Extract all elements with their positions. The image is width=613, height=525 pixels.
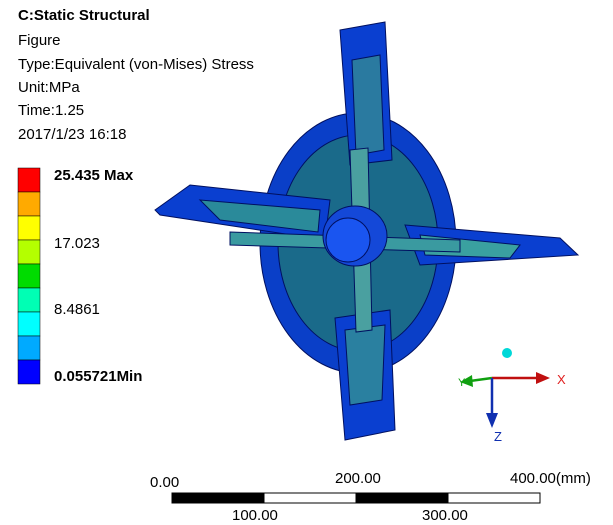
scale-label: 200.00 bbox=[335, 470, 381, 487]
axis-label: Z bbox=[494, 429, 502, 444]
time: Time:1.25 bbox=[18, 102, 84, 119]
result-type: Type:Equivalent (von-Mises) Stress bbox=[18, 56, 254, 73]
date: 2017/1/23 16:18 bbox=[18, 126, 126, 143]
legend-label: 17.023 bbox=[54, 235, 100, 252]
unit: Unit:MPa bbox=[18, 79, 80, 96]
subtitle: Figure bbox=[18, 32, 61, 49]
scale-label: 0.00 bbox=[150, 474, 179, 491]
scale-label: 100.00 bbox=[232, 507, 278, 524]
legend-label: 0.055721Min bbox=[54, 368, 142, 385]
legend-bar bbox=[17, 167, 41, 385]
title: C:Static Structural bbox=[18, 7, 150, 24]
scale-label: 400.00(mm) bbox=[510, 470, 591, 487]
model bbox=[154, 21, 580, 441]
axis-label: X bbox=[557, 372, 566, 387]
scale-bar bbox=[171, 492, 541, 504]
scale-label: 300.00 bbox=[422, 507, 468, 524]
triad bbox=[460, 348, 550, 428]
axis-label: Y bbox=[458, 377, 466, 389]
legend-label: 25.435 Max bbox=[54, 167, 134, 184]
legend-label: 8.4861 bbox=[54, 301, 100, 318]
